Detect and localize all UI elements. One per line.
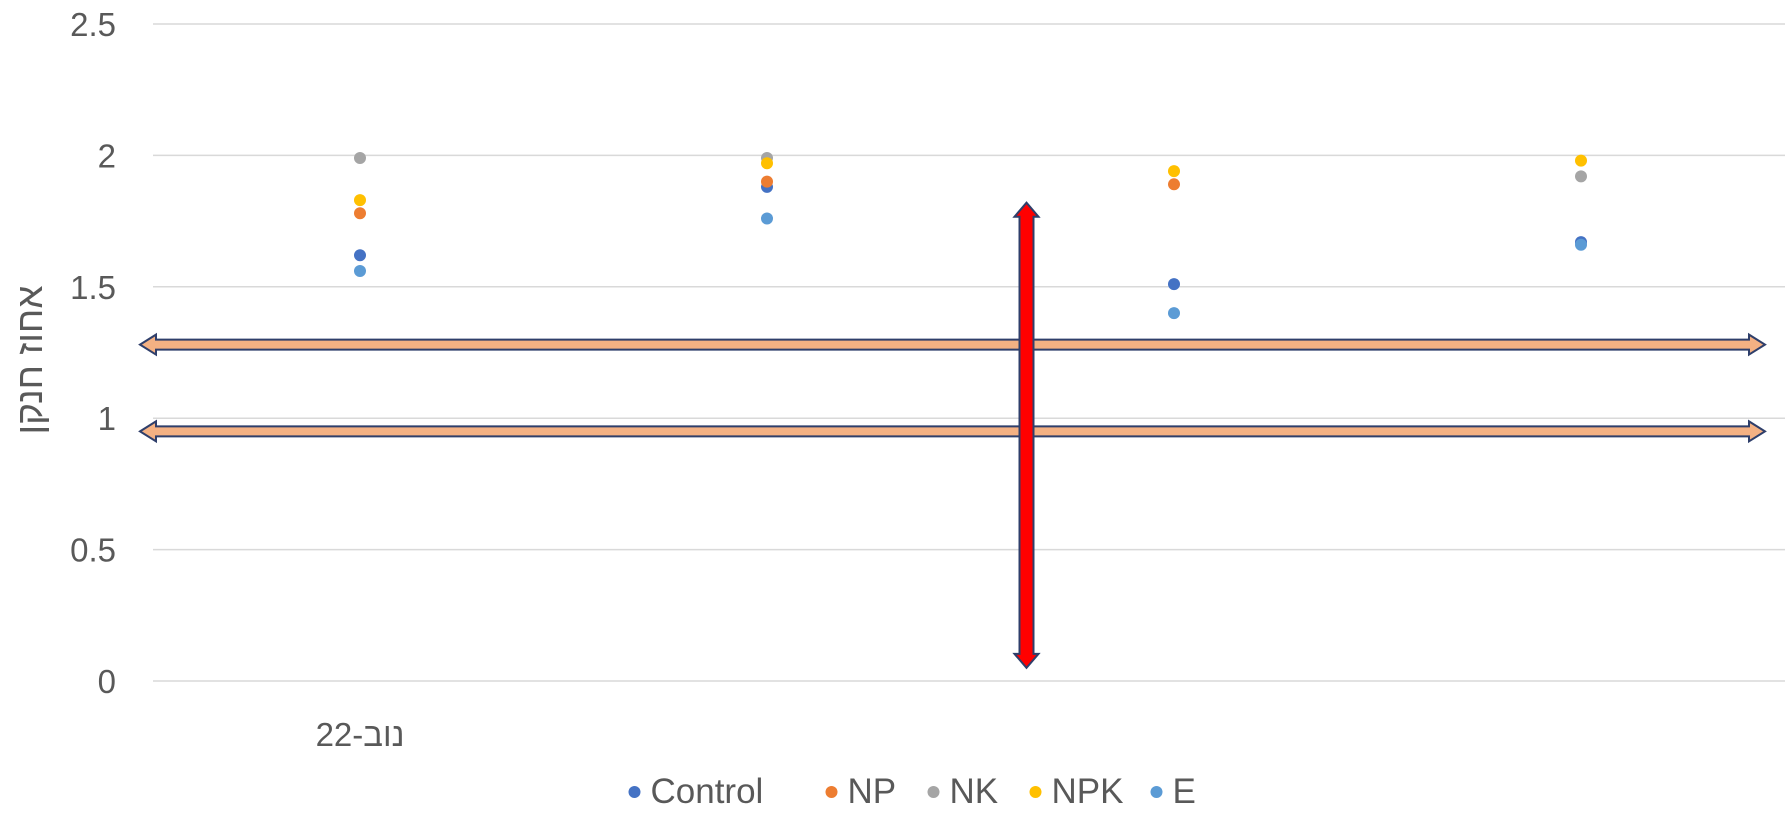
data-point-np bbox=[761, 175, 773, 188]
y-tick-label: 2.5 bbox=[70, 6, 116, 43]
data-point-control bbox=[1168, 278, 1180, 291]
legend-marker-nk bbox=[927, 786, 940, 798]
overlay-arrows bbox=[138, 201, 1767, 670]
legend-marker-control bbox=[628, 786, 641, 798]
data-point-nk bbox=[354, 152, 366, 165]
data-points bbox=[354, 152, 1587, 320]
legend-label-npk: NPK bbox=[1052, 772, 1124, 811]
legend-marker-npk bbox=[1029, 786, 1042, 798]
horizontal-arrow bbox=[138, 332, 1767, 357]
y-axis-ticks: 0 0.5 1 1.5 2 2.5 bbox=[70, 6, 116, 700]
data-point-e bbox=[1575, 238, 1587, 251]
legend-marker-e bbox=[1150, 786, 1163, 798]
data-point-np bbox=[354, 207, 366, 220]
legend-label-control: Control bbox=[651, 772, 764, 811]
y-tick-label: 1 bbox=[98, 400, 116, 437]
legend-label-e: E bbox=[1173, 772, 1196, 811]
data-point-control bbox=[354, 249, 366, 262]
data-point-npk bbox=[1575, 154, 1587, 167]
legend-label-np: NP bbox=[848, 772, 897, 811]
legend: Control NP NK NPK E bbox=[628, 772, 1196, 811]
data-point-npk bbox=[761, 157, 773, 170]
data-point-e bbox=[761, 212, 773, 225]
y-tick-label: 1.5 bbox=[70, 269, 116, 306]
vertical-arrow bbox=[1012, 201, 1041, 670]
data-point-npk bbox=[1168, 165, 1180, 178]
horizontal-arrow bbox=[138, 419, 1767, 444]
y-axis-title: אחוז חנקן bbox=[9, 286, 50, 435]
data-point-np bbox=[1168, 178, 1180, 191]
x-tick-label: נוב-22 bbox=[316, 716, 405, 753]
data-point-e bbox=[1168, 307, 1180, 320]
legend-label-nk: NK bbox=[950, 772, 999, 811]
x-axis-ticks: נוב-22 bbox=[316, 716, 405, 753]
y-tick-label: 2 bbox=[98, 137, 116, 174]
data-point-e bbox=[354, 265, 366, 278]
y-tick-label: 0.5 bbox=[70, 532, 116, 569]
y-tick-label: 0 bbox=[98, 663, 116, 700]
data-point-npk bbox=[354, 194, 366, 207]
legend-marker-np bbox=[825, 786, 838, 798]
data-point-nk bbox=[1575, 170, 1587, 183]
gridlines bbox=[153, 23, 1785, 682]
